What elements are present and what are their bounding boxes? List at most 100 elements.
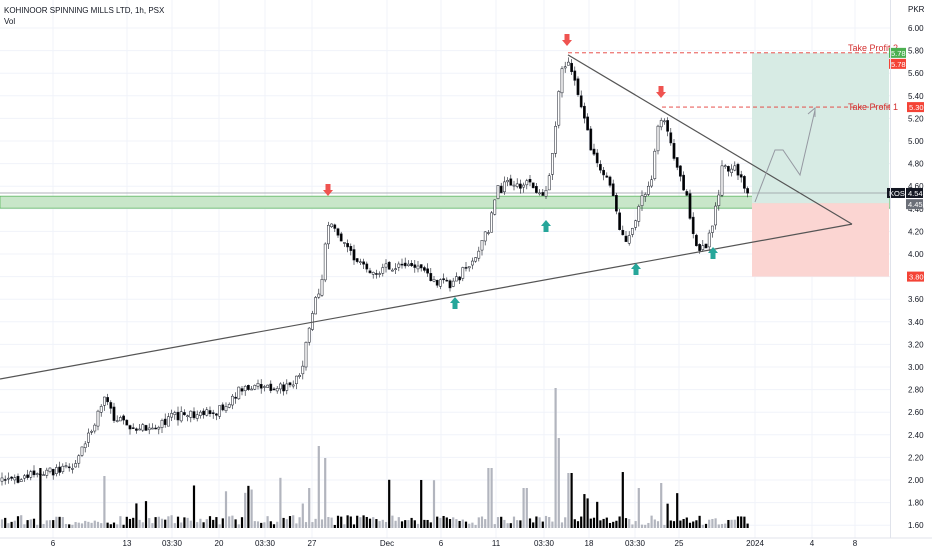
candle-up	[83, 443, 87, 448]
candle-up	[397, 263, 401, 268]
candle-down	[576, 78, 580, 95]
volume-bar	[13, 520, 16, 528]
tp2-box-tag-bg	[889, 47, 906, 58]
candle-down	[682, 174, 685, 191]
volume-bar	[144, 501, 148, 528]
candle-up	[560, 68, 564, 94]
volume-bar	[701, 524, 704, 528]
candle-up	[314, 297, 317, 315]
volume-bar	[160, 518, 164, 528]
candle-up	[189, 410, 193, 418]
volume-bar	[10, 521, 13, 528]
volume-bar	[487, 468, 490, 528]
volume-bar	[48, 520, 52, 528]
take-profit-2-label: Take Profit 2	[848, 43, 898, 53]
candle-up	[147, 427, 151, 431]
volume-bar	[448, 519, 452, 528]
volume-bar	[746, 523, 749, 528]
candle-up	[19, 479, 23, 482]
volume-bar	[343, 524, 346, 528]
volume-bar	[653, 519, 656, 528]
candle-down	[192, 411, 196, 419]
candle-up	[205, 409, 209, 416]
volume-bar	[608, 523, 612, 528]
candle-up	[567, 61, 570, 66]
volume-bar	[400, 521, 404, 528]
down-arrow-icon	[323, 184, 333, 196]
candle-down	[349, 246, 353, 251]
volume-bar	[391, 515, 394, 528]
volume-bar	[640, 524, 644, 528]
y-tick-label: 5.00	[908, 137, 924, 146]
y-axis: 6.00 5.80 5.60 5.40 5.20 5.00 4.80 4.60 4.40 4.20…	[908, 5, 925, 530]
volume-bar	[416, 523, 420, 528]
candle-up	[723, 165, 727, 167]
volume-bar	[720, 523, 724, 528]
volume-bar	[522, 488, 525, 528]
candle-up	[96, 410, 100, 427]
volume-bar	[503, 519, 506, 528]
candle-down	[691, 216, 695, 234]
candle-up	[461, 267, 465, 279]
ticker-tag: KOSM	[889, 189, 911, 198]
volume-bar	[356, 515, 359, 528]
volume-bar	[580, 516, 583, 528]
candle-up	[250, 388, 253, 391]
volume-bar	[624, 518, 628, 528]
candle-up	[151, 427, 154, 430]
volume-bar	[170, 515, 173, 528]
volume-bar	[352, 524, 356, 528]
y-tick-label: 1.60	[908, 521, 924, 530]
volume-bar	[320, 519, 324, 528]
candle-down	[131, 427, 135, 429]
volume-bar	[426, 519, 429, 528]
volume-bar	[100, 523, 103, 528]
volume-bar	[269, 521, 272, 528]
volume-bar	[237, 524, 240, 528]
volume-bar	[669, 520, 672, 528]
candle-down	[135, 428, 138, 431]
candle-up	[730, 168, 733, 173]
candle-up	[179, 411, 183, 422]
volume-bar	[292, 515, 295, 528]
volume-bar	[93, 520, 96, 528]
volume-bar	[77, 522, 80, 528]
candle-down	[413, 264, 417, 268]
candle-up	[74, 463, 77, 468]
tp1-price-tag-bg	[907, 102, 924, 113]
y-tick-label: 3.40	[908, 318, 924, 327]
volume-bar	[112, 522, 116, 528]
candle-up	[307, 327, 311, 343]
candle-down	[509, 178, 513, 186]
volume-bar	[599, 520, 602, 528]
candle-down	[570, 62, 573, 73]
volume-bar	[119, 516, 122, 528]
volume-bar	[359, 517, 362, 528]
candle-up	[7, 477, 10, 480]
up-arrow-icon-head	[708, 247, 718, 253]
x-tick-label: 03:30	[255, 539, 276, 548]
volume-bar	[148, 518, 151, 528]
projection-path	[754, 109, 816, 203]
volume-bar	[570, 473, 573, 528]
tp1-price-tag: 5.30	[909, 103, 924, 112]
volume-bar	[372, 517, 375, 528]
symbol-title: KOHINOOR SPINNING MILLS LTD, 1h, PSX	[4, 6, 165, 15]
y-tick-label: 4.20	[908, 227, 924, 236]
x-tick-label: 03:30	[534, 539, 555, 548]
volume-bar	[490, 468, 493, 528]
candle-up	[173, 412, 177, 415]
candle-up	[515, 183, 519, 187]
candle-up	[279, 383, 282, 390]
volume-bar	[464, 521, 468, 528]
candle-down	[240, 388, 244, 392]
down-arrow-icon-stem	[658, 86, 664, 92]
candle-up	[243, 386, 247, 391]
candle-down	[608, 176, 612, 186]
volume-bar	[141, 522, 144, 528]
candle-down	[675, 157, 679, 168]
volume-bar	[516, 520, 519, 528]
volume-bar	[87, 521, 90, 528]
